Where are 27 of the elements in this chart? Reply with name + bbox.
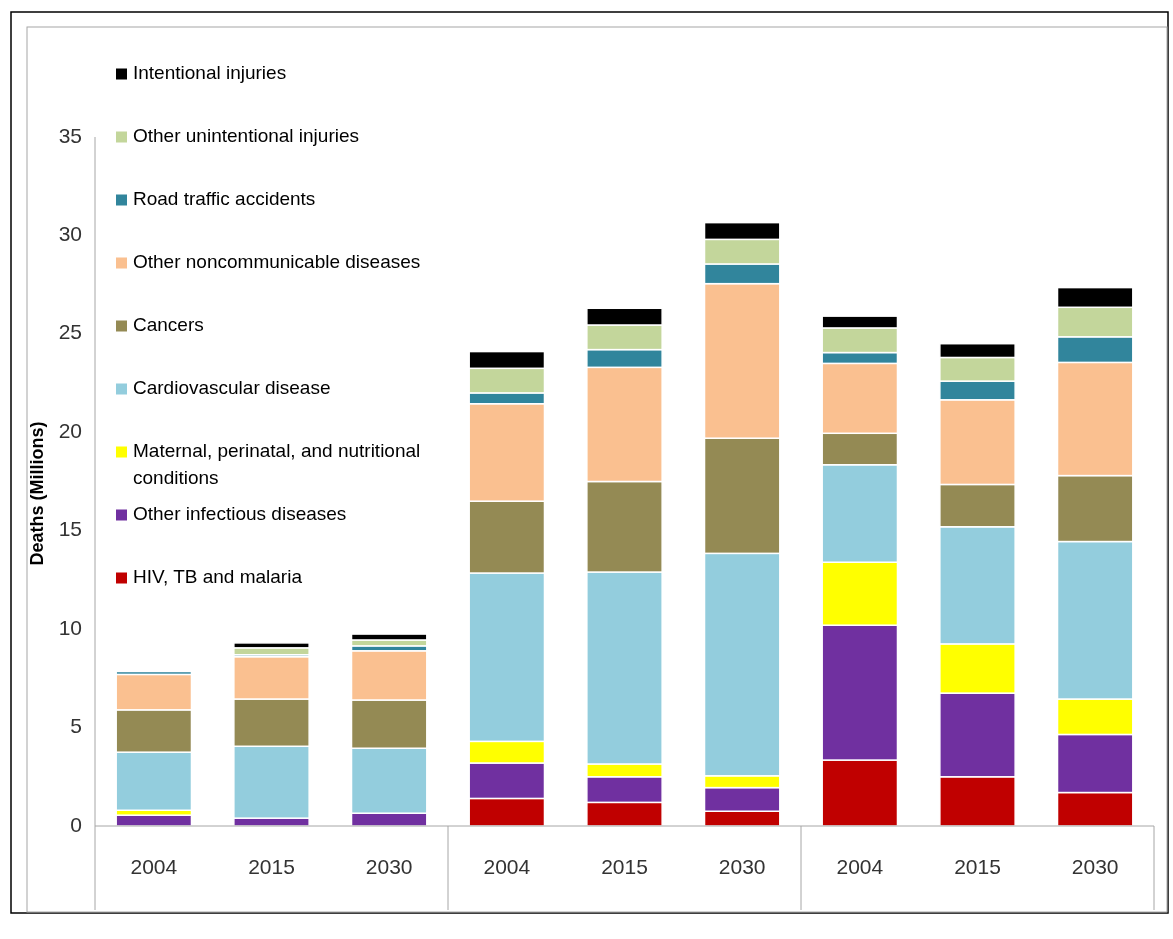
legend-label: Intentional injuries [133,62,287,84]
legend-label: HIV, TB and malaria [133,566,303,588]
x-tick-label: 2004 [130,854,178,878]
y-tick-label: 20 [58,418,82,442]
legend-label: Cancers [133,314,204,336]
legend-label: Other infectious diseases [133,503,347,525]
x-tick-label: 2030 [718,854,766,878]
legend-label: Other unintentional injuries [133,125,360,147]
y-tick-label: 0 [70,812,82,836]
legend-label: Cardiovascular disease [133,377,331,399]
x-tick-label: 2030 [365,854,413,878]
y-tick-label: 35 [58,123,82,147]
legend-label: Other noncommunicable diseases [133,251,421,273]
x-tick-label: 2015 [248,854,295,878]
x-tick-label: 2030 [1071,854,1119,878]
x-tick-label: 2004 [483,854,531,878]
y-tick-label: 10 [58,615,82,639]
y-axis-title: Deaths (Millions) [26,421,47,566]
y-tick-label: 30 [58,221,82,245]
y-tick-label: 5 [70,714,82,738]
y-tick-label: 25 [58,320,82,344]
legend-label: Maternal, perinatal, and nutritional conditions [133,440,421,489]
x-tick-label: 2015 [601,854,648,878]
x-tick-label: 2015 [954,854,1001,878]
legend-label: Road traffic accidents [133,188,316,210]
x-tick-label: 2004 [836,854,884,878]
y-tick-label: 15 [58,517,82,541]
